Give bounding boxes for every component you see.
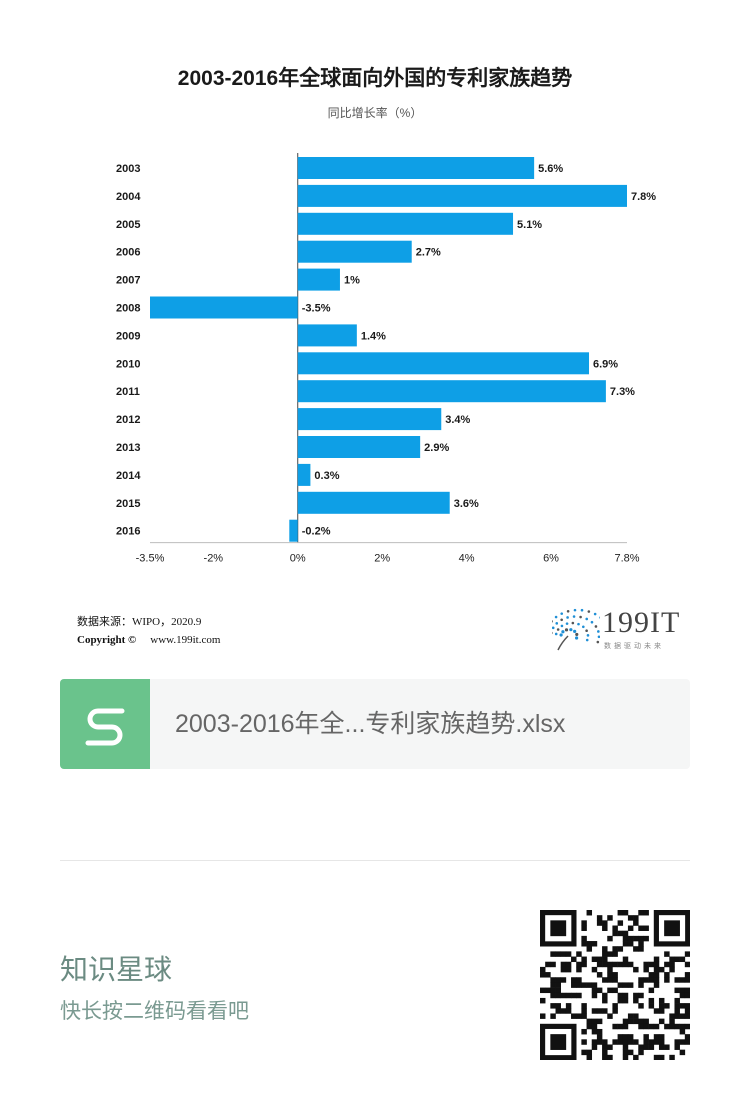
x-tick-label: 0%: [290, 553, 306, 565]
value-label-2007: 1%: [344, 275, 360, 287]
spreadsheet-s-icon: [60, 679, 150, 769]
category-label-2015: 2015: [116, 498, 140, 510]
x-tick-label: 2%: [374, 553, 390, 565]
category-label-2010: 2010: [116, 358, 140, 370]
bar-2014: [297, 463, 311, 486]
category-label-2008: 2008: [116, 303, 140, 315]
value-label-2011: 7.3%: [610, 386, 635, 398]
bar-2012: [297, 408, 442, 431]
value-label-2004: 7.8%: [631, 191, 656, 203]
category-label-2009: 2009: [116, 330, 140, 342]
x-tick-label: 4%: [459, 553, 475, 565]
value-label-2014: 0.3%: [314, 470, 339, 482]
qr-code-icon[interactable]: [540, 910, 690, 1060]
copyright-label: Copyright ©: [77, 634, 137, 646]
value-label-2013: 2.9%: [424, 442, 449, 454]
bar-2006: [297, 240, 412, 263]
chart-subtitle: 同比增长率（%）: [327, 106, 423, 120]
value-label-2016: -0.2%: [302, 526, 331, 538]
chart-title: 2003-2016年全球面向外国的专利家族趋势: [177, 67, 573, 90]
bar-chart: 2003 5.6% 2004 7.8% 2005 5.1% 2006 2.7% 2007 1% 20…: [116, 153, 656, 565]
value-label-2003: 5.6%: [538, 163, 563, 175]
category-label-2004: 2004: [116, 191, 141, 203]
x-tick-label: -3.5%: [136, 553, 165, 565]
category-label-2007: 2007: [116, 275, 140, 287]
dandelion-icon: [545, 608, 612, 651]
file-attachment-card[interactable]: 2003-2016年全...专利家族趋势.xlsx: [60, 679, 690, 769]
promo-title: 知识星球: [60, 954, 173, 985]
category-label-2016: 2016: [116, 526, 140, 538]
category-label-2005: 2005: [116, 219, 140, 231]
bar-2003: [297, 157, 535, 179]
value-label-2010: 6.9%: [593, 358, 618, 370]
value-label-2015: 3.6%: [454, 498, 479, 510]
value-label-2005: 5.1%: [517, 219, 542, 231]
x-tick-label: 6%: [543, 553, 559, 565]
bar-2007: [297, 268, 340, 291]
value-label-2008: -3.5%: [302, 303, 331, 315]
value-label-2006: 2.7%: [416, 247, 441, 259]
file-name: 2003-2016年全...专利家族趋势.xlsx: [175, 710, 566, 738]
bar-2011: [297, 380, 606, 403]
bar-2010: [297, 352, 590, 375]
value-label-2009: 1.4%: [361, 330, 386, 342]
value-label-2012: 3.4%: [445, 414, 470, 426]
bar-2009: [297, 324, 357, 347]
bar-2016: [289, 519, 298, 542]
category-label-2011: 2011: [116, 386, 140, 398]
logo-text: 199IT: [602, 606, 681, 639]
site-url: www.199it.com: [150, 634, 221, 646]
brand-logo: 199IT 数据驱动未来: [545, 606, 682, 652]
x-tick-label: 7.8%: [614, 553, 639, 565]
category-label-2014: 2014: [116, 470, 141, 482]
divider: [60, 860, 690, 861]
category-label-2006: 2006: [116, 247, 140, 259]
bar-2008: [150, 296, 298, 319]
category-label-2013: 2013: [116, 442, 140, 454]
bar-2015: [297, 491, 450, 514]
source-line: 数据来源：WIPO，2020.9: [77, 616, 202, 628]
copyright-line: Copyright © www.199it.com: [77, 634, 220, 646]
bar-2013: [297, 436, 421, 458]
category-label-2003: 2003: [116, 163, 140, 175]
x-tick-label: -2%: [204, 553, 224, 565]
category-label-2012: 2012: [116, 414, 140, 426]
logo-tagline: 数据驱动未来: [604, 643, 664, 650]
bar-2005: [297, 212, 514, 235]
bar-2004: [297, 184, 627, 207]
promo-subtitle: 快长按二维码看看吧: [60, 1000, 249, 1023]
